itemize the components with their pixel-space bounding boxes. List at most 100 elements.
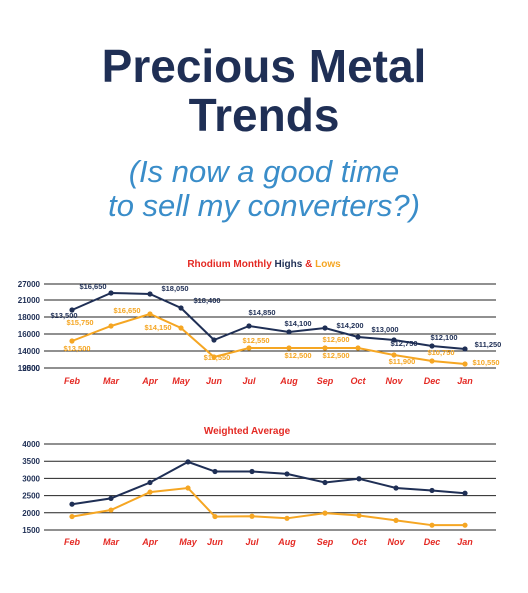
highs-point-jun [211,337,217,343]
highs-label-aug: $14,100 [284,319,311,328]
orange-series-line [71,486,465,527]
page-subtitle-line-1: (Is now a good time [128,154,400,189]
x-tick-mar: Mar [103,537,120,547]
orange-series-point-sep [322,510,328,516]
y-tick-label: 1500 [22,526,40,535]
orange-series-point-mar [108,507,114,513]
highs-label-nov: $12,750 [390,339,417,348]
x-tick-jul: Jul [245,537,259,547]
highs-label-sep: $14,200 [336,321,363,330]
y-tick-label: 2000 [22,509,40,518]
orange-series-point-feb [69,513,75,520]
navy-series-point-may [185,459,191,465]
lows-label-sep: $12,600 [322,335,349,344]
x-tick-oct: Oct [350,376,366,386]
highs-point-jul [246,323,252,329]
x-tick-may: May [172,376,191,386]
lows-point-aug [286,345,292,351]
x-tick-feb: Feb [64,537,81,547]
x-tick-aug: Aug [279,376,298,386]
x-tick-nov: Nov [385,376,403,386]
x-tick-dec: Dec [424,537,441,547]
lows-series-line [71,312,466,365]
page-title-line-2: Trends [188,89,340,141]
lows-label-dec: $10,750 [427,348,454,357]
orange-series-point-jul [249,513,255,519]
highs-label-feb: $13,500 [50,311,77,320]
chart-title: Weighted Average [204,426,291,437]
lows-label-apr: $16,650 [113,306,140,315]
x-tick-oct: Oct [351,537,367,547]
x-tick-dec: Dec [424,376,441,386]
orange-series-point-apr [147,489,153,495]
y-tick-label: 3000 [22,474,40,483]
highs-point-dec [429,343,435,349]
lows-label-feb: $13,500 [63,344,90,353]
x-tick-sep: Sep [317,376,334,386]
x-tick-jul: Jul [242,376,256,386]
y-tick-label: 9500 [22,364,40,373]
lows-label-jul: $12,550 [242,336,269,345]
highs-point-sep [322,325,328,331]
highs-label-jan: $11,250 [475,340,502,349]
navy-series-point-jul [249,468,255,475]
x-tick-aug: Aug [277,537,296,547]
orange-series-point-aug [284,515,290,521]
lows-point-dec [429,358,435,364]
lows-label-mar: $15,750 [66,318,93,327]
navy-series-point-apr [147,479,153,486]
highs-label-apr: $18,050 [161,284,188,293]
lows-point-feb [69,338,75,344]
lows-label-aug: $12,500 [284,351,311,360]
highs-point-oct [355,334,361,340]
lows-label-oct: $12,500 [322,351,349,360]
x-tick-jan: Jan [457,537,473,547]
highs-point-apr [147,291,153,297]
chart-title-part: Lows [315,259,341,270]
highs-label-may: $18,400 [193,296,220,305]
highs-point-may [178,305,184,311]
lows-point-apr [147,311,153,317]
navy-series-point-dec [429,487,435,494]
y-tick-label: 14000 [18,347,41,356]
orange-series-point-jan [462,522,468,528]
lows-point-jun [211,354,217,360]
navy-series-point-nov [393,485,399,491]
y-tick-label: 2500 [22,492,40,501]
x-tick-feb: Feb [64,376,81,386]
navy-series-point-feb [69,501,75,507]
highs-point-mar [108,290,114,296]
orange-series-point-may [185,485,191,491]
lows-label-jun: $11,550 [204,353,231,362]
chart-title-part: Rhodium Monthly [187,259,274,270]
highs-label-dec: $12,100 [430,333,457,342]
lows-point-jul [246,345,252,351]
navy-series-point-mar [108,495,114,501]
highs-point-jan [462,346,468,352]
highs-label-mar: $16,650 [79,282,106,291]
navy-series-point-sep [322,479,328,486]
y-tick-label: 27000 [18,280,41,289]
lows-point-oct [355,345,361,351]
x-tick-apr: Apr [141,537,158,547]
x-tick-mar: Mar [103,376,120,386]
y-tick-label: 18000 [18,313,41,322]
navy-series-line [71,460,466,506]
lows-point-may [178,325,184,331]
x-tick-jun: Jun [206,376,223,386]
lows-label-may: $14,150 [144,323,171,332]
lows-point-jan [462,361,468,367]
x-tick-sep: Sep [317,537,334,547]
y-tick-label: 21000 [18,296,41,305]
highs-point-feb [69,307,75,313]
x-tick-jan: Jan [457,376,473,386]
navy-series-point-oct [356,476,362,482]
lows-label-jan: $10,550 [472,358,499,367]
x-tick-apr: Apr [141,376,158,386]
y-tick-label: 12000 [18,364,41,373]
page-title-line-1: Precious Metal [101,40,427,92]
lows-point-sep [322,345,328,351]
orange-series-point-dec [429,522,435,528]
orange-series-point-jun [212,513,218,520]
